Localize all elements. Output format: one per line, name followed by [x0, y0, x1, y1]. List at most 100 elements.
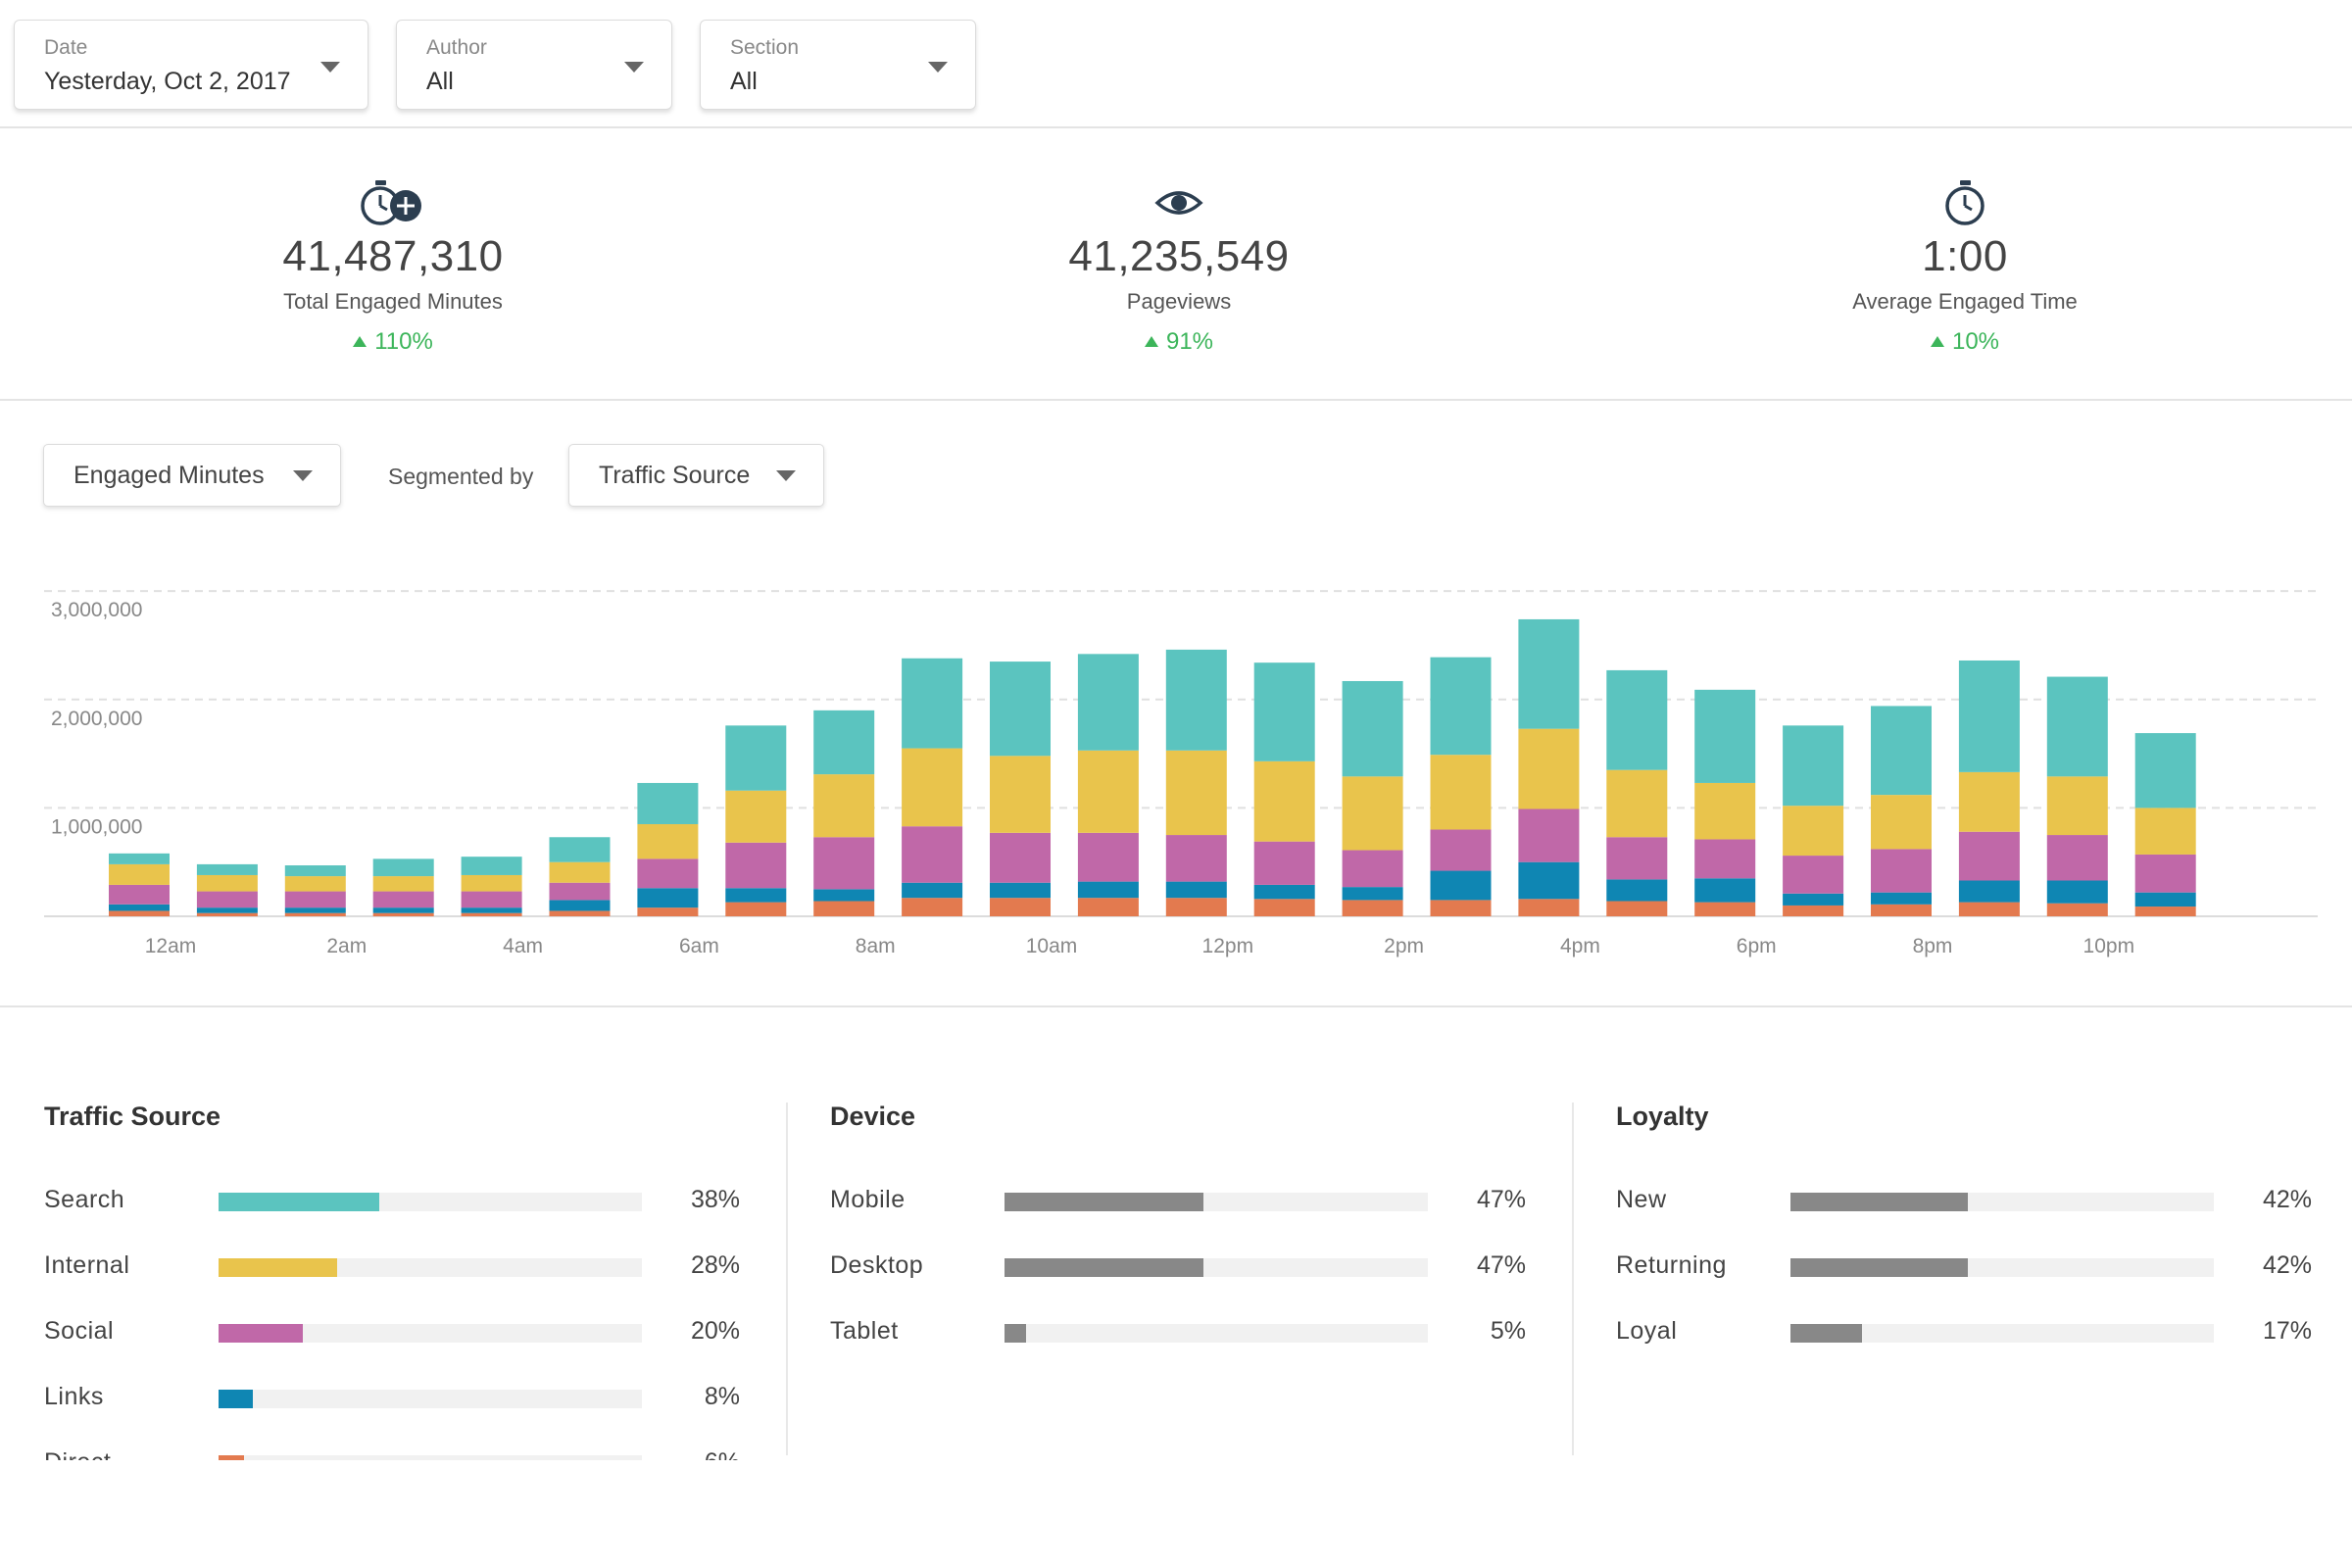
bar-segment-social	[461, 891, 522, 908]
traffic-row-percent: 38%	[690, 1186, 740, 1213]
traffic-row-percent: 20%	[690, 1317, 740, 1345]
device-bar-fill	[1004, 1258, 1204, 1277]
x-tick-label: 8am	[856, 935, 896, 957]
bar-segment-direct	[372, 912, 434, 916]
bar-segment-direct	[1518, 899, 1580, 916]
bar-segment-links	[1958, 880, 2020, 903]
bar-segment-links	[1783, 893, 1844, 906]
section-filter-label: Section	[730, 36, 800, 59]
bar-segment-social	[284, 891, 346, 908]
bar-segment-social	[1077, 832, 1139, 882]
bar-segment-search	[1606, 669, 1668, 770]
bar-segment-links	[1518, 861, 1580, 900]
bar-segment-links	[1342, 887, 1403, 901]
segment-dropdown[interactable]: Traffic Source	[568, 444, 824, 507]
bar-segment-social	[990, 832, 1051, 883]
bar-segment-search	[109, 853, 170, 864]
panel-divider	[1572, 1102, 1574, 1455]
bar-segment-social	[1694, 839, 1756, 879]
traffic-row-internal: Internal 28%	[44, 1251, 740, 1291]
device-bar-track	[1004, 1324, 1428, 1343]
bar-segment-internal	[902, 748, 963, 827]
loyalty-row-label: Returning	[1616, 1251, 1727, 1279]
bar-segment-direct	[1342, 900, 1403, 916]
avg-engaged-time-change: 10%	[1769, 328, 2161, 356]
bar-segment-search	[2134, 733, 2196, 808]
bar-segment-social	[637, 858, 699, 889]
arrow-up-icon	[353, 336, 368, 347]
loyalty-bar-fill	[1790, 1324, 1863, 1343]
bar-segment-search	[990, 662, 1051, 757]
loyalty-bar-track	[1790, 1324, 2214, 1343]
loyalty-bar-track	[1790, 1193, 2214, 1211]
x-tick-label: 10pm	[2083, 935, 2135, 957]
bar-segment-internal	[990, 756, 1051, 833]
stopwatch-plus-icon	[361, 180, 421, 225]
bar-segment-direct	[2046, 903, 2108, 916]
bar-segment-links	[2046, 880, 2108, 904]
bar-segment-search	[1253, 662, 1315, 761]
device-row-label: Tablet	[830, 1317, 899, 1345]
bar-segment-direct	[1694, 902, 1756, 916]
pageviews-change-value: 91%	[1165, 328, 1214, 355]
chevron-down-icon	[776, 470, 796, 481]
bar-segment-direct	[109, 910, 170, 916]
bar-segment-links	[1253, 884, 1315, 900]
bar-segment-internal	[1783, 806, 1844, 857]
bar-segment-social	[1165, 835, 1227, 882]
traffic-row-label: Social	[44, 1317, 115, 1345]
traffic-row-percent: 28%	[690, 1251, 740, 1279]
bar-segment-internal	[2046, 776, 2108, 836]
device-row-percent: 47%	[1476, 1186, 1526, 1213]
device-row-label: Desktop	[830, 1251, 924, 1279]
x-tick-label: 12pm	[1202, 935, 1254, 957]
loyalty-panel: Loyalty New 42% Returning 42% Loyal 17%	[1616, 1078, 2322, 1460]
bar-segment-internal	[1518, 728, 1580, 809]
bar-segment-links	[284, 907, 346, 913]
bar-segment-direct	[196, 912, 258, 916]
bar-segment-search	[813, 710, 875, 775]
x-tick-label: 8pm	[1913, 935, 1953, 957]
bar-segment-search	[1165, 649, 1227, 751]
bar-segment-internal	[813, 774, 875, 838]
device-bar-track	[1004, 1193, 1428, 1211]
bar-segment-links	[1077, 881, 1139, 899]
bar-segment-direct	[1165, 898, 1227, 916]
bar-segment-internal	[109, 863, 170, 885]
loyalty-row-percent: 42%	[2262, 1186, 2312, 1213]
author-filter-dropdown[interactable]: Author All	[396, 20, 672, 110]
x-tick-label: 2pm	[1384, 935, 1424, 957]
traffic-row-label: Direct	[44, 1448, 111, 1460]
stopwatch-icon	[1945, 180, 1984, 225]
engaged-minutes-change-value: 110%	[374, 328, 433, 355]
traffic-bar-track	[219, 1324, 642, 1343]
bar-segment-social	[1606, 837, 1668, 880]
author-filter-label: Author	[426, 36, 487, 59]
metric-dropdown-value: Engaged Minutes	[74, 462, 265, 489]
traffic-row-direct: Direct 6%	[44, 1448, 740, 1460]
chevron-down-icon	[320, 62, 340, 73]
section-filter-dropdown[interactable]: Section All	[700, 20, 976, 110]
bar-segment-direct	[990, 898, 1051, 916]
bar-segment-links	[372, 907, 434, 913]
bar-segment-links	[1871, 892, 1932, 905]
bar-segment-internal	[637, 823, 699, 859]
date-filter-dropdown[interactable]: Date Yesterday, Oct 2, 2017	[14, 20, 368, 110]
author-filter-value: All	[426, 68, 454, 95]
device-row-label: Mobile	[830, 1186, 906, 1213]
date-filter-label: Date	[44, 36, 88, 59]
x-tick-label: 6pm	[1737, 935, 1777, 957]
traffic-bar-track	[219, 1455, 642, 1460]
loyalty-row-new: New 42%	[1616, 1186, 2312, 1225]
device-bar-fill	[1004, 1193, 1204, 1211]
bar-segment-search	[1342, 680, 1403, 777]
device-row-tablet: Tablet 5%	[830, 1317, 1526, 1356]
bar-segment-search	[725, 725, 787, 791]
metric-dropdown[interactable]: Engaged Minutes	[43, 444, 341, 507]
segmented-by-label: Segmented by	[388, 464, 534, 489]
engaged-minutes-label: Total Engaged Minutes	[283, 289, 503, 314]
bar-segment-internal	[1165, 750, 1227, 836]
bar-segment-links	[637, 888, 699, 908]
bar-segment-search	[1518, 618, 1580, 729]
bar-segment-internal	[196, 874, 258, 892]
